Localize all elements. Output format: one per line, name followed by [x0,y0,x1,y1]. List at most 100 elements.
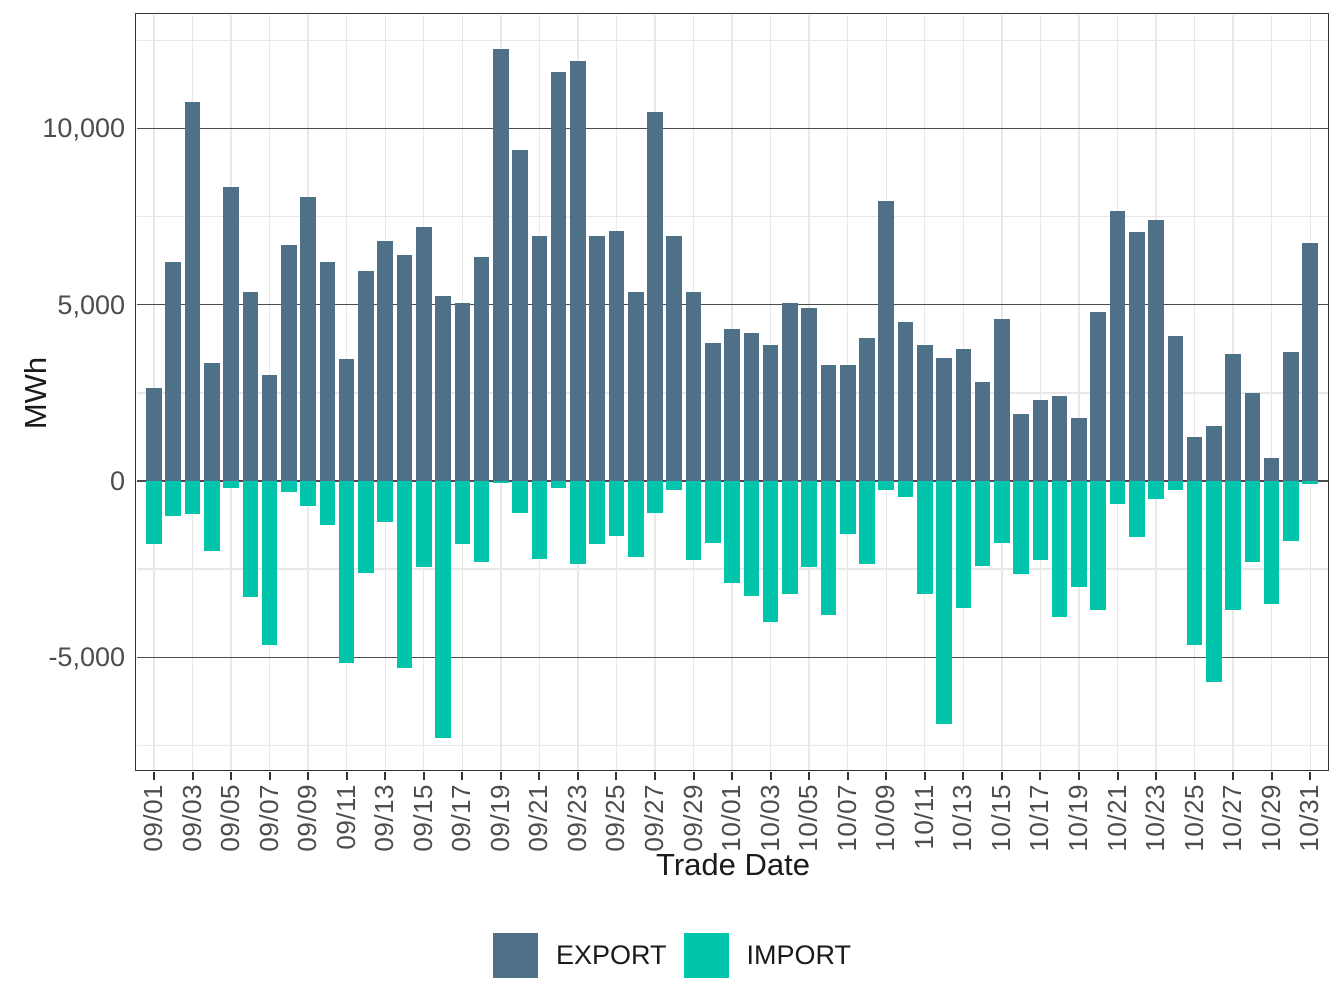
import-bar [1206,480,1222,682]
import-bar [724,480,740,584]
x-axis-tick-label: 10/03 [754,784,785,852]
x-axis-tick-mark [538,772,541,780]
export-bar [550,71,567,481]
import-bar [454,480,471,545]
import-bar [782,480,798,594]
x-axis-tick-mark [885,772,888,780]
export-bar [1283,352,1299,481]
x-axis-tick-label: 10/31 [1294,784,1325,852]
x-axis-tick-mark [1000,772,1003,780]
x-axis-title: Trade Date [656,847,810,882]
export-bar [994,318,1010,481]
x-axis-tick-mark [153,772,155,780]
x-axis-tick-mark [731,772,734,780]
import-bar [1148,480,1164,499]
export-bar [454,302,471,481]
export-bar [685,292,702,481]
import-bar [608,480,625,536]
x-axis-tick-mark [1039,772,1042,780]
import-bar [204,480,220,552]
x-axis-tick-label: 09/11 [330,784,361,850]
x-axis-tick-mark [1077,772,1080,780]
legend-item-export: EXPORT [492,933,667,978]
export-bar [377,241,394,481]
import-bar [146,480,162,545]
import-bar [762,480,779,622]
export-bar [878,200,895,481]
export-bar [358,271,374,481]
import-bar [839,480,856,534]
x-axis-tick-mark [654,772,657,780]
export-bar [666,235,683,481]
import-bar [435,480,451,739]
import-bar [1109,480,1126,504]
import-bar [512,480,528,513]
x-axis-tick-label: 10/15 [985,784,1016,852]
x-axis-tick-mark [345,772,348,780]
gridline-minor [137,39,1329,41]
gridline-vertical [1078,15,1080,771]
export-bar [261,375,278,481]
import-bar [319,480,336,526]
x-axis-tick-label: 10/07 [831,784,862,852]
x-axis-tick-mark [499,772,502,780]
import-bar [1302,480,1318,485]
legend: EXPORT IMPORT [0,933,1344,978]
x-axis-tick-label: 09/17 [446,784,477,852]
import-bar [165,480,182,517]
import-bar [281,480,297,492]
export-bar [1206,426,1222,481]
gridline-vertical [1039,15,1042,771]
x-axis-tick-mark [307,772,310,780]
import-bar [223,480,239,489]
export-bar [974,382,991,481]
export-bar [493,49,509,481]
import-bar [1032,480,1049,561]
export-bar [705,343,721,481]
x-axis-tick-mark [230,772,233,780]
x-axis-tick-label: 09/13 [369,784,400,852]
import-legend-swatch [683,933,729,978]
x-axis-tick-mark [461,772,464,780]
import-bar [1263,480,1280,605]
import-bar [627,480,644,557]
export-bar [1128,232,1145,481]
import-bar [859,480,875,564]
import-bar [685,480,702,561]
gridline-vertical [1270,15,1273,771]
export-bar [165,262,182,481]
export-bar [820,364,837,481]
import-bar [974,480,991,566]
x-axis-tick-label: 10/23 [1140,784,1171,852]
x-axis-tick-label: 09/27 [639,784,670,852]
export-bar [955,348,972,481]
gridline-vertical [1193,15,1196,771]
import-bar [955,480,972,608]
x-axis-tick-label: 09/19 [484,784,515,852]
import-bar [589,480,605,545]
export-bar [570,61,586,481]
x-axis-tick-label: 09/07 [253,784,284,852]
export-bar [801,308,817,481]
x-axis-tick-label: 09/05 [215,784,246,852]
import-bar [1128,480,1145,538]
x-axis-tick-label: 10/13 [947,784,978,852]
export-bar [1244,392,1261,481]
import-bar [261,480,278,645]
import-bar [300,480,316,506]
export-bar [184,101,201,481]
export-bar [936,357,952,481]
x-axis-tick-label: 10/25 [1178,784,1209,852]
import-bar [338,480,355,663]
x-axis-tick-mark [1116,772,1119,780]
x-axis-tick-label: 10/19 [1062,784,1093,852]
export-bar [473,257,490,481]
legend-item-import: IMPORT [683,933,851,978]
x-axis-tick-mark [1270,772,1273,780]
x-axis-tick-mark [1193,772,1196,780]
export-bar [647,112,663,481]
x-axis-tick-label: 10/17 [1024,784,1055,852]
import-bar [878,480,895,490]
export-bar [146,387,162,481]
